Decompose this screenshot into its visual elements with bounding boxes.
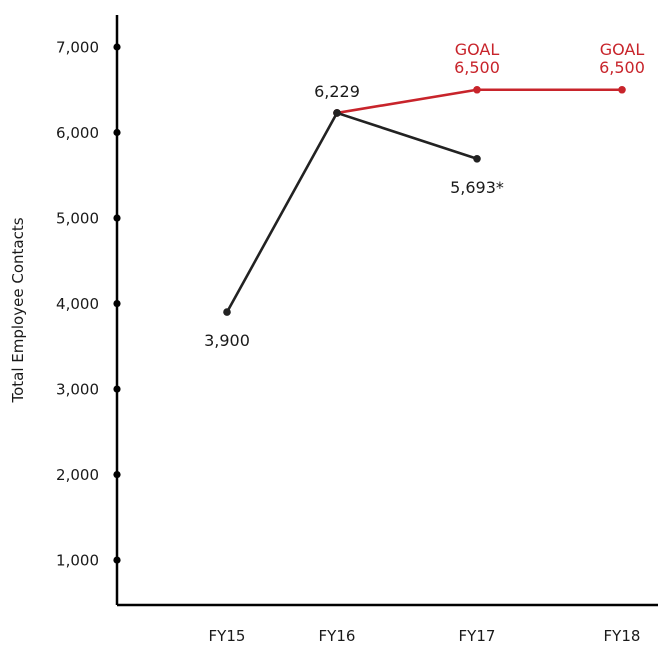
series-layer [223, 85, 626, 316]
x-axis-ticks: FY15 FY16 FY17 FY18 [209, 627, 641, 645]
y-tick-label: 4,000 [56, 295, 99, 313]
y-tick-dot [113, 470, 121, 479]
actual-point [333, 109, 341, 117]
goal-series-line [336, 88, 622, 115]
y-tick-dot [113, 556, 121, 564]
x-tick-label: FY17 [459, 627, 496, 645]
y-tick-label: 3,000 [56, 381, 99, 399]
actual-data-label: 5,693* [450, 178, 504, 197]
y-tick-dot [113, 299, 121, 308]
x-tick-label: FY18 [604, 627, 641, 645]
goal-point [618, 85, 626, 94]
actual-point [223, 308, 231, 316]
y-tick-label: 1,000 [56, 552, 99, 570]
y-tick-dot [113, 214, 121, 222]
y-axis-title: Total Employee Contacts [9, 217, 27, 403]
goal-point [473, 85, 481, 94]
goal-value-label: 6,500 [454, 58, 500, 77]
goal-label: GOAL [600, 40, 645, 59]
goal-value-label: 6,500 [599, 58, 645, 77]
y-tick-label: 7,000 [56, 39, 99, 57]
y-tick-dot [113, 385, 121, 393]
y-tick-dot [113, 128, 121, 137]
goal-label: GOAL [455, 40, 500, 59]
actual-series-line [225, 111, 478, 313]
y-tick-dot [113, 43, 121, 51]
actual-point [473, 154, 481, 163]
x-tick-label: FY16 [319, 627, 356, 645]
y-axis-ticks: 1,000 2,000 3,000 4,000 5,000 6,000 7,000 [56, 39, 121, 570]
actual-data-label: 3,900 [204, 331, 250, 350]
y-tick-label: 6,000 [56, 124, 99, 142]
y-tick-label: 5,000 [56, 210, 99, 228]
x-tick-label: FY15 [209, 627, 246, 645]
y-tick-label: 2,000 [56, 466, 99, 484]
actual-data-label: 6,229 [314, 82, 360, 101]
